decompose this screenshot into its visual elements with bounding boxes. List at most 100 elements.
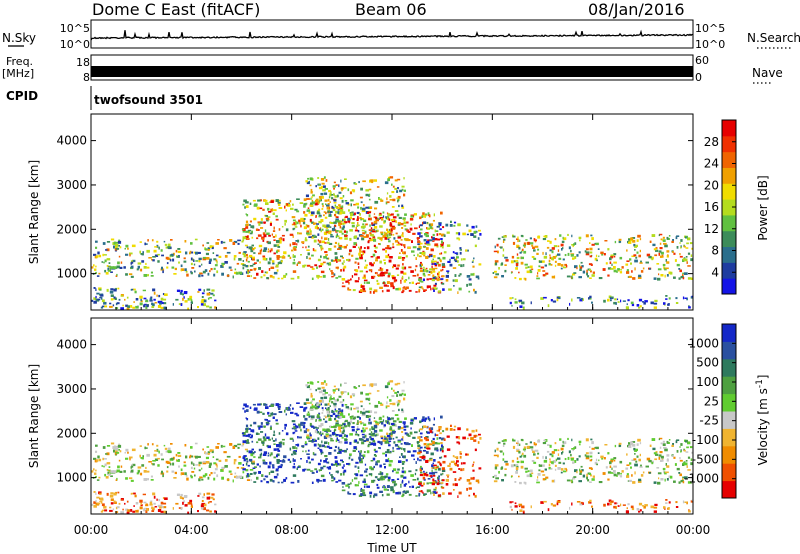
echo-cell <box>340 269 342 272</box>
echo-cell <box>120 465 123 468</box>
echo-cell <box>361 422 365 424</box>
echo-cell <box>304 237 307 241</box>
echo-cell <box>594 461 598 465</box>
echo-cell <box>95 288 97 291</box>
echo-cell <box>142 289 146 292</box>
echo-cell <box>589 247 593 251</box>
echo-cell <box>446 244 451 247</box>
echo-cell <box>325 433 329 436</box>
echo-cell <box>365 270 368 273</box>
echo-cell <box>397 428 401 430</box>
echo-cell <box>680 275 684 279</box>
echo-cell <box>386 401 388 405</box>
echo-cell <box>648 268 651 270</box>
echo-cell <box>160 302 164 304</box>
echo-cell <box>132 510 136 513</box>
echo-cell <box>247 433 252 436</box>
echo-cell <box>572 477 576 480</box>
echo-cell <box>537 439 541 443</box>
echo-cell <box>207 451 211 454</box>
echo-cell <box>248 246 252 250</box>
echo-cell <box>180 264 183 268</box>
echo-cell <box>345 406 349 409</box>
echo-cell <box>601 254 604 256</box>
echo-cell <box>597 452 600 454</box>
echo-cell <box>245 201 249 204</box>
echo-cell <box>286 407 289 410</box>
echo-cell <box>309 388 312 391</box>
echo-cell <box>334 460 338 463</box>
echo-cell <box>423 266 425 269</box>
echo-cell <box>458 436 461 440</box>
echo-cell <box>321 247 324 250</box>
echo-cell <box>369 410 373 413</box>
echo-cell <box>626 260 630 262</box>
echo-cell <box>293 222 296 225</box>
echo-cell <box>292 407 294 410</box>
echo-cell <box>350 199 354 202</box>
echo-cell <box>271 233 273 236</box>
echo-cell <box>317 233 320 236</box>
echo-cell <box>214 468 218 471</box>
echo-cell <box>311 481 314 484</box>
echo-cell <box>170 443 173 445</box>
echo-cell <box>548 259 551 263</box>
echo-cell <box>466 479 471 482</box>
echo-cell <box>395 424 397 427</box>
echo-cell <box>253 408 258 411</box>
echo-cell <box>348 282 350 285</box>
echo-cell <box>321 228 324 231</box>
echo-cell <box>591 274 595 277</box>
echo-cell <box>139 473 142 475</box>
echo-cell <box>524 467 528 470</box>
echo-cell <box>388 440 392 443</box>
echo-cell <box>533 453 536 456</box>
echo-cell <box>161 504 163 507</box>
echo-cell <box>97 251 100 255</box>
echo-cell <box>142 455 144 457</box>
echo-cell <box>344 231 346 233</box>
echo-cell <box>310 392 313 396</box>
echo-cell <box>616 502 619 505</box>
echo-cell <box>140 457 144 459</box>
echo-cell <box>418 225 420 228</box>
echo-cell <box>333 187 335 190</box>
echo-cell <box>268 438 271 441</box>
echo-cell <box>459 247 462 250</box>
echo-cell <box>390 284 394 288</box>
echo-cell <box>254 247 256 249</box>
echo-cell <box>178 261 180 264</box>
echo-cell <box>680 449 682 452</box>
echo-cell <box>433 287 437 290</box>
echo-cell <box>674 259 677 262</box>
echo-cell <box>332 412 336 416</box>
echo-cell <box>331 409 334 413</box>
echo-cell <box>588 268 592 271</box>
echo-cell <box>540 297 544 300</box>
echo-cell <box>397 403 399 407</box>
echo-cell <box>496 243 499 247</box>
echo-cell <box>356 211 360 214</box>
echo-cell <box>123 470 126 473</box>
echo-cell <box>190 466 193 470</box>
echo-cell <box>249 220 252 223</box>
echo-cell <box>609 257 612 261</box>
echo-cell <box>94 255 98 259</box>
echo-cell <box>340 383 342 387</box>
echo-cell <box>358 481 360 484</box>
echo-cell <box>133 288 136 291</box>
echo-cell <box>384 437 387 440</box>
echo-cell <box>589 499 592 503</box>
echo-cell <box>284 222 286 226</box>
echo-cell <box>103 254 107 256</box>
echo-cell <box>99 296 101 299</box>
echo-cell <box>683 449 686 452</box>
echo-cell <box>552 256 556 259</box>
echo-cell <box>468 494 471 497</box>
echo-cell <box>548 467 551 470</box>
echo-cell <box>115 506 118 510</box>
echo-cell <box>343 449 347 453</box>
echo-cell <box>278 442 282 444</box>
echo-cell <box>358 456 361 460</box>
echo-cell <box>557 449 560 452</box>
